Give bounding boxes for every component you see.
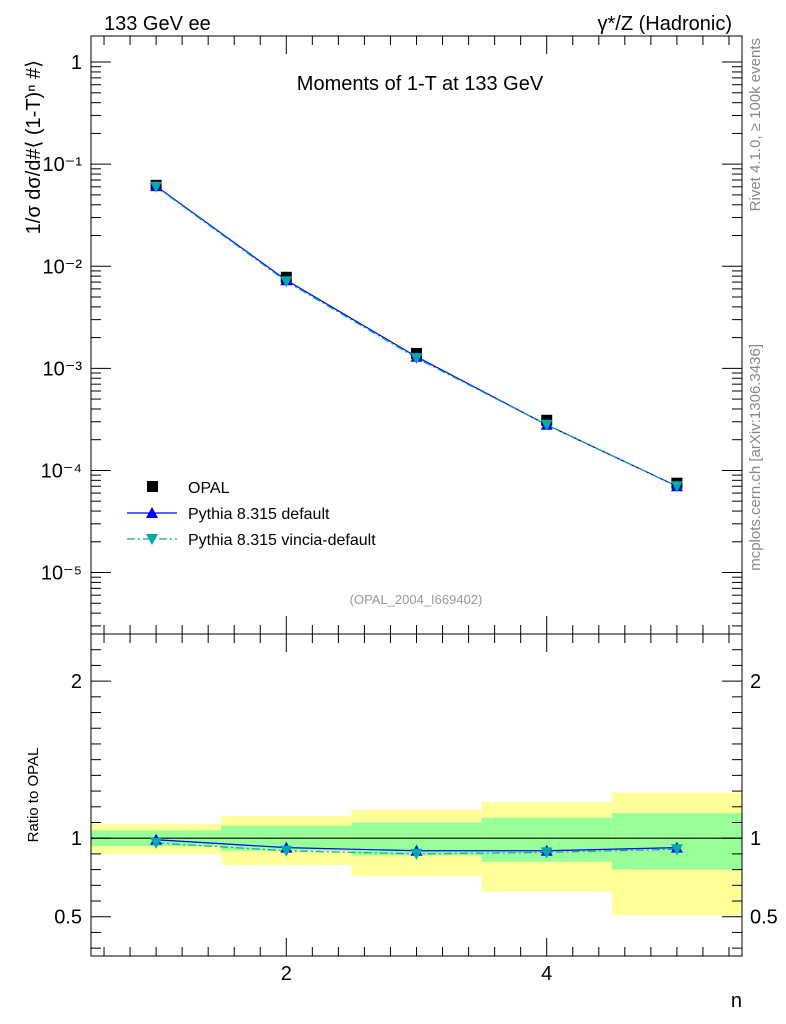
legend-vincia-label: Pythia 8.315 vincia-default <box>188 532 376 549</box>
main-y-tick-label: 10⁻³ <box>43 358 83 380</box>
main-y-tick-label: 10⁻⁴ <box>41 460 82 482</box>
ratio-vincia-point <box>150 837 163 849</box>
ratio-x-tick-label: 4 <box>541 963 552 985</box>
ratio-y-tick-label: 2 <box>71 671 82 693</box>
ratio-y-tick-label-right: 0.5 <box>750 907 778 929</box>
ratio-vincia-point <box>280 845 293 857</box>
legend-vincia-marker <box>146 534 158 545</box>
ratio-y-tick-label-right: 1 <box>750 828 761 850</box>
legend-opal-marker <box>147 481 158 492</box>
ratio-ylabel: Ratio to OPAL <box>25 748 42 843</box>
header-left: 133 GeV ee <box>104 13 211 35</box>
ratio-y-tick-label: 0.5 <box>54 907 82 929</box>
main-y-tick-label: 1 <box>71 52 82 74</box>
main-series <box>150 179 683 493</box>
ratio-y-tick-label: 1 <box>71 828 82 850</box>
ratio-vincia-point <box>540 847 553 859</box>
main-series-line <box>155 186 678 487</box>
main-series-line <box>155 185 678 487</box>
legend-default-marker <box>146 507 158 518</box>
main-y-tick-label: 10⁻¹ <box>43 154 83 176</box>
main-ticks <box>91 36 742 634</box>
ratio-ticks <box>91 634 742 956</box>
watermark: (OPAL_2004_I669402) <box>350 592 483 607</box>
legend-default-label: Pythia 8.315 default <box>188 506 330 523</box>
ratio-vincia-point <box>670 844 683 856</box>
main-y-tick-labels: 1 10⁻¹ 10⁻² 10⁻³ 10⁻⁴ 10⁻⁵ <box>41 52 83 584</box>
header-right: γ*/Z (Hadronic) <box>598 13 732 35</box>
main-y-tick-label: 10⁻² <box>43 256 83 278</box>
ratio-vincia-point <box>410 848 423 860</box>
pythia-vincia-point <box>670 481 683 493</box>
legend-opal-label: OPAL <box>188 480 230 497</box>
pythia-vincia-point <box>540 419 553 431</box>
uncertainty-band-inner <box>611 813 742 870</box>
main-title: Moments of 1-T at 133 GeV <box>297 73 544 95</box>
ratio-x-tick-label: 2 <box>281 963 292 985</box>
ratio-y-tick-label-right: 2 <box>750 671 761 693</box>
pythia-vincia-point <box>150 181 163 193</box>
main-panel: Moments of 1-T at 133 GeV (OPAL_2004_I66… <box>23 35 743 635</box>
pythia-vincia-point <box>280 276 293 288</box>
x-axis-label: n <box>731 990 742 1012</box>
ratio-series <box>150 833 683 860</box>
mcplots-label: mcplots.cern.ch [arXiv:1306.3436] <box>747 344 764 571</box>
pythia-vincia-point <box>410 353 423 365</box>
main-y-tick-label: 10⁻⁵ <box>41 563 82 585</box>
legend: OPAL Pythia 8.315 default Pythia 8.315 v… <box>127 480 376 549</box>
main-ylabel: 1/σ dσ/d#⟨ (1-T)ⁿ #⟩ <box>23 60 45 234</box>
rivet-label: Rivet 4.1.0, ≥ 100k events <box>747 38 764 211</box>
ratio-y-tick-labels: 0.5 0.5 1 1 2 2 <box>54 671 778 929</box>
